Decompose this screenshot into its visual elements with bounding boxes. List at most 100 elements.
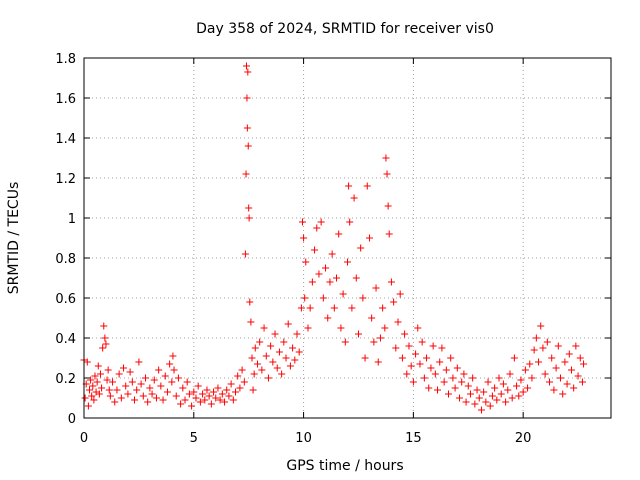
data-point (225, 392, 233, 400)
data-point (497, 390, 505, 398)
data-point (280, 338, 288, 346)
data-point (248, 354, 256, 362)
data-point (330, 304, 338, 312)
data-point (420, 374, 428, 382)
data-point (109, 378, 117, 386)
data-point (462, 398, 470, 406)
data-point (574, 372, 582, 380)
data-point (102, 340, 110, 348)
data-point (244, 142, 252, 150)
data-point (311, 246, 319, 254)
data-point (221, 398, 229, 406)
y-tick-label: 1.4 (55, 132, 76, 147)
data-point (578, 378, 586, 386)
data-point (365, 234, 373, 242)
data-point (315, 270, 323, 278)
data-point (382, 154, 390, 162)
data-point (264, 374, 272, 382)
plot-frame (83, 57, 612, 419)
data-point (561, 358, 569, 366)
data-point (245, 204, 253, 212)
data-point (541, 370, 549, 378)
data-point (438, 344, 446, 352)
data-point (301, 294, 309, 302)
data-point (106, 392, 114, 400)
data-point (535, 358, 543, 366)
data-point (486, 402, 494, 410)
data-point (425, 384, 433, 392)
data-point (475, 394, 483, 402)
data-point (291, 356, 299, 364)
data-point (405, 342, 413, 350)
data-point (556, 374, 564, 382)
data-point (250, 370, 258, 378)
data-point (183, 378, 191, 386)
grid-layer (84, 58, 611, 418)
data-point (368, 314, 376, 322)
data-point (278, 370, 286, 378)
data-point (103, 376, 111, 384)
data-point (504, 386, 512, 394)
data-point (99, 344, 107, 352)
data-point (90, 396, 98, 404)
data-point (242, 62, 250, 70)
data-point (335, 230, 343, 238)
data-point (286, 362, 294, 370)
data-point (238, 366, 246, 374)
data-point (414, 324, 422, 332)
x-tick-label: 10 (295, 431, 312, 446)
data-point (326, 278, 334, 286)
data-point (319, 294, 327, 302)
data-point (122, 382, 130, 390)
data-point (392, 344, 400, 352)
data-point (98, 384, 106, 392)
data-point (244, 68, 252, 76)
data-point (144, 398, 152, 406)
y-tick-label: 1.6 (55, 92, 76, 107)
data-point (383, 170, 391, 178)
data-point (194, 382, 202, 390)
data-point (104, 366, 112, 374)
data-point (339, 290, 347, 298)
data-point (537, 322, 545, 330)
data-point (506, 370, 514, 378)
data-point (223, 386, 231, 394)
y-tick-label: 1 (68, 212, 76, 227)
data-point (350, 194, 358, 202)
data-point (113, 386, 121, 394)
data-point (449, 374, 457, 382)
data-point (275, 348, 283, 356)
data-point (146, 384, 154, 392)
data-point (243, 124, 251, 132)
data-point (241, 250, 249, 258)
data-point (101, 334, 109, 342)
data-point (480, 388, 488, 396)
data-point (434, 386, 442, 394)
data-point (379, 304, 387, 312)
data-point (361, 354, 369, 362)
y-tick-label: 0.4 (55, 332, 76, 347)
data-point (155, 366, 163, 374)
data-point (381, 324, 389, 332)
data-point (91, 372, 99, 380)
data-point (205, 392, 213, 400)
data-point (346, 218, 354, 226)
data-point (341, 338, 349, 346)
x-axis-label: GPS time / hours (286, 458, 403, 474)
data-point (169, 352, 177, 360)
data-point (409, 378, 417, 386)
data-point (295, 348, 303, 356)
data-points (80, 62, 588, 414)
data-point (256, 338, 264, 346)
data-point (543, 338, 551, 346)
data-point (357, 244, 365, 252)
data-point (530, 346, 538, 354)
data-point (190, 388, 198, 396)
data-point (580, 360, 588, 368)
data-point (550, 386, 558, 394)
data-point (166, 360, 174, 368)
data-point (552, 364, 560, 372)
y-tick-label: 1.8 (55, 52, 76, 67)
data-point (488, 392, 496, 400)
data-point (453, 364, 461, 372)
